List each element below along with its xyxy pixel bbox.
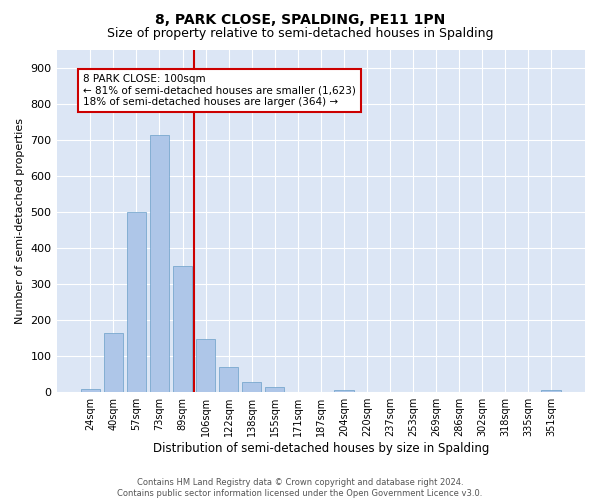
Text: 8, PARK CLOSE, SPALDING, PE11 1PN: 8, PARK CLOSE, SPALDING, PE11 1PN <box>155 12 445 26</box>
Bar <box>265 387 284 392</box>
Bar <box>334 390 353 392</box>
Bar <box>173 266 193 392</box>
Text: Contains HM Land Registry data © Crown copyright and database right 2024.
Contai: Contains HM Land Registry data © Crown c… <box>118 478 482 498</box>
Text: 8 PARK CLOSE: 100sqm
← 81% of semi-detached houses are smaller (1,623)
18% of se: 8 PARK CLOSE: 100sqm ← 81% of semi-detac… <box>83 74 356 107</box>
Text: Size of property relative to semi-detached houses in Spalding: Size of property relative to semi-detach… <box>107 28 493 40</box>
Bar <box>541 390 561 392</box>
Bar <box>196 339 215 392</box>
Bar <box>149 135 169 392</box>
Bar <box>80 390 100 392</box>
Bar <box>104 334 123 392</box>
X-axis label: Distribution of semi-detached houses by size in Spalding: Distribution of semi-detached houses by … <box>152 442 489 455</box>
Bar <box>242 382 262 392</box>
Y-axis label: Number of semi-detached properties: Number of semi-detached properties <box>15 118 25 324</box>
Bar <box>127 212 146 392</box>
Bar <box>219 367 238 392</box>
